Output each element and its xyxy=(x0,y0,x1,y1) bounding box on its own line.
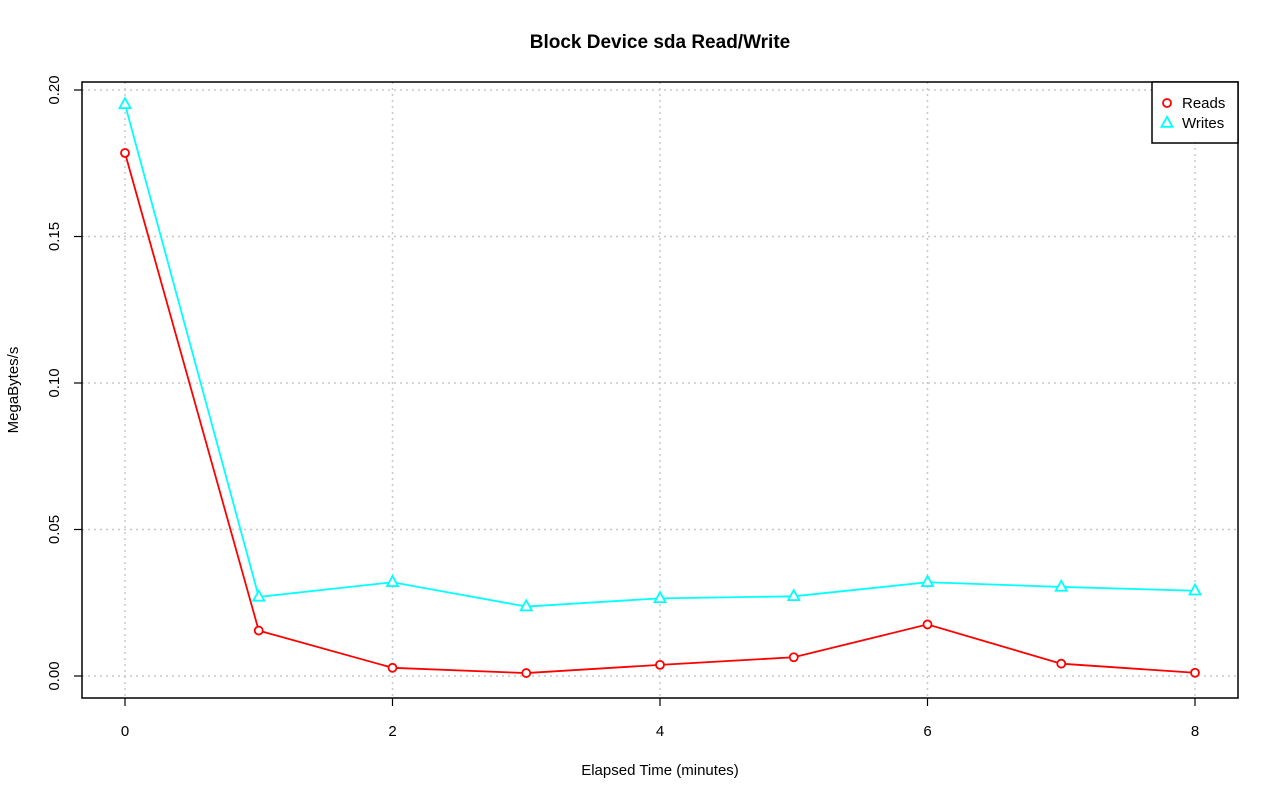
x-tick-label: 8 xyxy=(1191,723,1199,740)
data-point-reads xyxy=(1190,667,1200,678)
data-point-writes xyxy=(519,598,534,612)
data-point-writes xyxy=(251,588,266,602)
x-tick-label: 6 xyxy=(923,723,931,740)
data-point-writes xyxy=(786,588,801,602)
data-point-reads xyxy=(521,668,532,678)
legend-marker-writes xyxy=(1159,114,1175,128)
y-tick-label: 0.05 xyxy=(46,515,63,544)
data-point-writes xyxy=(385,574,400,587)
data-point-reads xyxy=(387,662,398,673)
y-tick-label: 0.15 xyxy=(46,222,63,251)
x-tick-label: 2 xyxy=(388,723,396,740)
y-axis-label: MegaBytes/s xyxy=(5,347,22,434)
data-point-writes xyxy=(1187,582,1203,596)
y-tick-label: 0.10 xyxy=(46,368,63,397)
legend-box xyxy=(1151,81,1239,144)
data-point-reads xyxy=(655,659,665,670)
data-point-reads xyxy=(788,652,799,663)
data-point-reads xyxy=(922,619,933,630)
series-layer xyxy=(117,96,1203,678)
legend: Reads Writes xyxy=(1151,81,1239,144)
grid xyxy=(82,82,1238,698)
axes: 0 2 4 6 8 0.00 0.05 0.10 0.15 0.20 xyxy=(46,75,1199,740)
data-point-writes xyxy=(652,590,668,604)
data-point-reads xyxy=(120,148,130,158)
data-point-reads xyxy=(253,625,264,636)
data-point-reads xyxy=(1056,658,1067,669)
data-point-writes xyxy=(920,574,935,587)
legend-marker-reads xyxy=(1162,98,1172,108)
y-tick-label: 0.00 xyxy=(46,661,63,690)
x-axis-label: Elapsed Time (minutes) xyxy=(581,762,739,779)
legend-label-writes: Writes xyxy=(1182,115,1224,132)
y-tick-label: 0.20 xyxy=(46,75,63,104)
x-tick-label: 0 xyxy=(121,723,129,740)
data-point-writes xyxy=(117,96,133,110)
legend-label-reads: Reads xyxy=(1182,95,1225,112)
chart-title: Block Device sda Read/Write xyxy=(530,32,790,53)
x-tick-label: 4 xyxy=(656,723,664,740)
data-point-writes xyxy=(1054,578,1069,592)
